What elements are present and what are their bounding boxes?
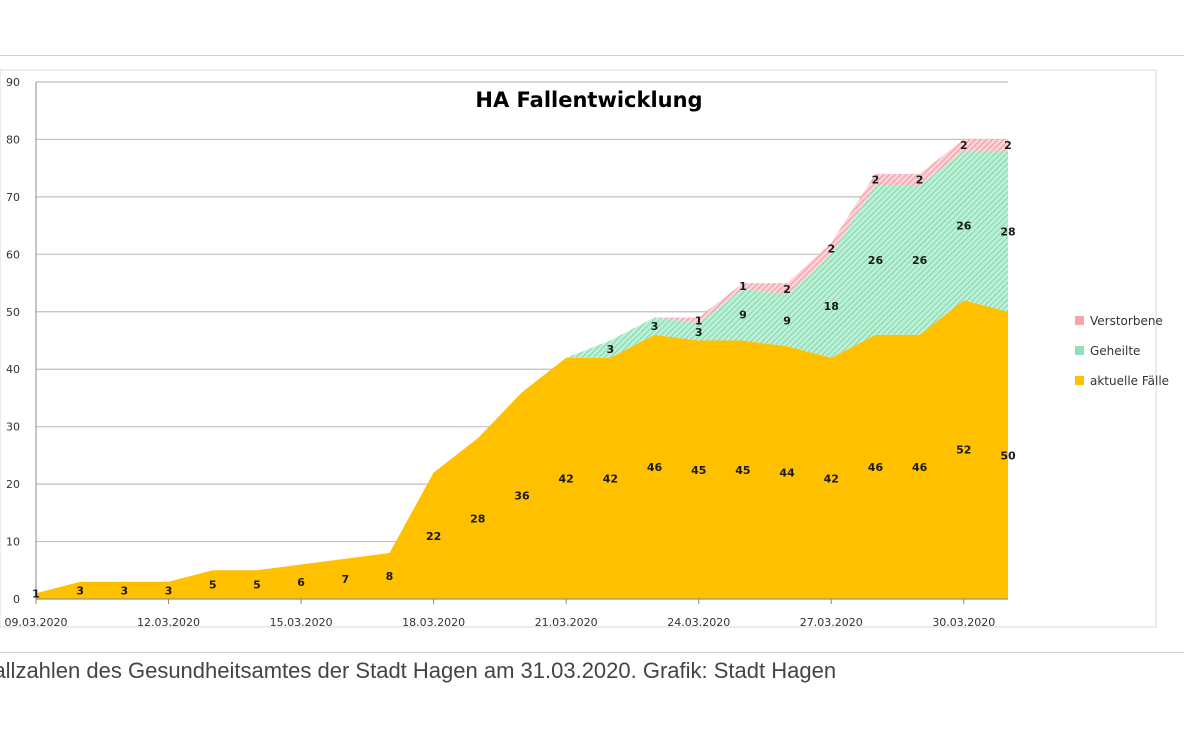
data-label-geheilte: 18 [824,300,839,313]
y-tick-label: 0 [13,593,20,606]
area-geheilte [36,150,1008,594]
data-label-aktuelle-faelle: 46 [912,461,928,474]
data-label-geheilte: 3 [695,326,703,339]
top-divider [0,55,1184,56]
data-label-aktuelle-faelle: 5 [209,579,217,592]
y-tick-label: 90 [6,76,20,89]
data-label-aktuelle-faelle: 3 [121,584,129,597]
y-tick-label: 70 [6,191,20,204]
data-label-aktuelle-faelle: 3 [165,584,173,597]
data-label-aktuelle-faelle: 42 [559,472,574,485]
legend-verstorbene-label: Verstorbene [1090,314,1163,328]
chart-frame [0,69,1157,628]
data-label-aktuelle-faelle: 44 [779,467,795,480]
data-label-geheilte: 9 [783,314,791,327]
data-label-aktuelle-faelle: 1 [32,587,40,600]
bottom-divider [0,652,1184,653]
data-label-geheilte: 26 [956,220,972,233]
data-label-aktuelle-faelle: 42 [824,472,839,485]
x-tick-label: 30.03.2020 [932,616,995,629]
area-aktuelle-faelle [36,300,1008,599]
data-label-aktuelle-faelle: 42 [603,472,618,485]
data-label-geheilte: 3 [651,320,659,333]
data-label-aktuelle-faelle: 5 [253,579,261,592]
y-tick-label: 10 [6,536,20,549]
y-tick-label: 40 [6,363,20,376]
x-tick-label: 24.03.2020 [667,616,730,629]
data-label-geheilte: 26 [912,254,928,267]
data-label-aktuelle-faelle: 45 [691,464,706,477]
chart-title: HA Fallentwicklung [475,88,702,112]
area-chart: 0 10 20 30 40 50 60 70 80 90 09.03.2020 12.03.2020… [0,69,1169,629]
data-label-aktuelle-faelle: 46 [868,461,884,474]
legend-aktuelle-faelle-swatch [1075,376,1084,385]
data-label-aktuelle-faelle: 3 [76,584,84,597]
y-tick-label: 80 [6,133,20,146]
x-tick-label: 18.03.2020 [402,616,465,629]
y-tick-label: 20 [6,478,20,491]
data-label-aktuelle-faelle: 45 [735,464,750,477]
chart-container: 0 10 20 30 40 50 60 70 80 90 09.03.2020 12.03.2020… [0,62,1184,652]
legend-geheilte-swatch [1075,346,1084,355]
data-label-aktuelle-faelle: 28 [470,513,485,526]
legend-aktuelle-faelle-label: aktuelle Fälle [1090,374,1169,388]
x-tick-label: 15.03.2020 [270,616,333,629]
x-tick-label: 21.03.2020 [535,616,598,629]
data-label-aktuelle-faelle: 8 [386,570,394,583]
legend-verstorbene-swatch [1075,316,1084,325]
x-tick-label: 09.03.2020 [5,616,68,629]
y-tick-label: 50 [6,306,20,319]
data-label-aktuelle-faelle: 22 [426,530,441,543]
data-label-aktuelle-faelle: 52 [956,444,971,457]
data-label-verstorbene: 1 [695,314,703,327]
data-label-verstorbene: 2 [827,243,835,256]
data-label-aktuelle-faelle: 36 [514,490,530,503]
data-label-aktuelle-faelle: 46 [647,461,663,474]
y-tick-label: 60 [6,248,20,261]
x-tick-label: 12.03.2020 [137,616,200,629]
y-tick-label: 30 [6,421,20,434]
data-label-aktuelle-faelle: 50 [1000,449,1016,462]
data-label-geheilte: 9 [739,309,747,322]
data-label-aktuelle-faelle: 6 [297,576,305,589]
data-label-geheilte: 28 [1000,225,1015,238]
data-label-geheilte: 3 [607,343,615,356]
data-label-verstorbene: 2 [783,283,791,296]
legend-geheilte-label: Geheilte [1090,344,1140,358]
data-label-verstorbene: 2 [916,174,924,187]
image-caption: Fallzahlen des Gesundheitsamtes der Stad… [0,658,837,683]
data-label-verstorbene: 1 [739,280,747,293]
data-label-aktuelle-faelle: 7 [341,573,349,586]
data-label-verstorbene: 2 [960,139,968,152]
data-label-verstorbene: 2 [872,174,880,187]
x-tick-label: 27.03.2020 [800,616,863,629]
data-label-geheilte: 26 [868,254,884,267]
data-label-verstorbene: 2 [1004,139,1012,152]
area-verstorbene [36,139,1008,594]
